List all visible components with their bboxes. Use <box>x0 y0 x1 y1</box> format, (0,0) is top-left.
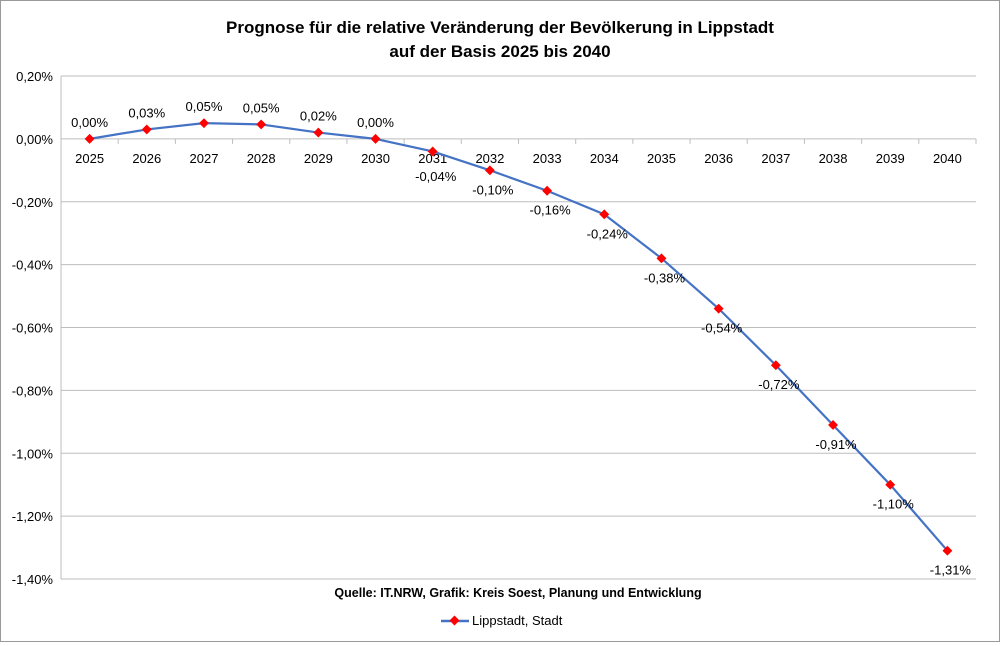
data-point <box>713 303 724 314</box>
x-tick-label: 2036 <box>704 151 733 166</box>
data-label: -1,10% <box>873 497 915 512</box>
y-tick-label: -0,80% <box>12 383 54 398</box>
data-label: -0,16% <box>529 203 571 218</box>
data-point <box>770 360 781 371</box>
data-point <box>828 420 838 430</box>
x-tick-label: 2035 <box>647 151 676 166</box>
data-point <box>84 133 95 144</box>
y-tick-label: -0,60% <box>12 321 54 336</box>
data-point <box>942 545 953 556</box>
legend-marker <box>449 615 460 626</box>
data-label: -0,91% <box>815 437 857 452</box>
data-label: -0,54% <box>701 321 743 336</box>
data-point <box>256 119 267 130</box>
data-label: -1,31% <box>930 563 972 578</box>
x-tick-label: 2026 <box>132 151 161 166</box>
data-point <box>542 185 553 196</box>
x-tick-label: 2040 <box>933 151 962 166</box>
x-tick-label: 2030 <box>361 151 390 166</box>
data-point <box>885 479 896 490</box>
data-point <box>370 133 381 144</box>
x-tick-label: 2029 <box>304 151 333 166</box>
y-tick-label: -1,00% <box>12 446 54 461</box>
series-line <box>89 122 949 552</box>
y-tick-label: 0,00% <box>16 132 53 147</box>
source-note: Quelle: IT.NRW, Grafik: Kreis Soest, Pla… <box>334 586 701 600</box>
data-point <box>599 209 610 220</box>
legend: Lippstadt, Stadt <box>441 613 563 628</box>
x-tick-label: 2033 <box>533 151 562 166</box>
chart-title-line1: Prognose für die relative Veränderung de… <box>226 18 774 37</box>
x-tick-label: 2028 <box>247 151 276 166</box>
data-point <box>427 146 438 157</box>
x-tick-label: 2034 <box>590 151 619 166</box>
chart-title-line2: auf der Basis 2025 bis 2040 <box>389 42 610 61</box>
data-point <box>141 124 152 135</box>
legend-label: Lippstadt, Stadt <box>472 613 563 628</box>
data-label: 0,05% <box>186 99 223 114</box>
x-tick-label: 2027 <box>190 151 219 166</box>
data-label: -0,04% <box>415 169 457 184</box>
data-label: 0,00% <box>357 115 394 130</box>
data-label: -0,10% <box>472 182 514 197</box>
data-point <box>484 165 495 176</box>
data-label: -0,24% <box>587 226 629 241</box>
y-tick-label: 0,20% <box>16 69 53 84</box>
data-label: 0,03% <box>128 105 165 120</box>
x-tick-label: 2032 <box>475 151 504 166</box>
x-tick-label: 2039 <box>876 151 905 166</box>
data-label: -0,72% <box>758 377 800 392</box>
y-tick-label: -1,20% <box>12 509 54 524</box>
data-label: 0,02% <box>300 109 337 124</box>
x-tick-label: 2025 <box>75 151 104 166</box>
data-point <box>199 118 209 129</box>
data-point <box>313 127 324 138</box>
y-tick-label: -0,20% <box>12 195 54 210</box>
data-label: 0,00% <box>71 115 108 130</box>
data-label: 0,05% <box>243 100 280 115</box>
x-tick-label: 2037 <box>761 151 790 166</box>
data-point <box>656 253 667 264</box>
y-tick-label: -1,40% <box>12 572 54 587</box>
data-label: -0,38% <box>644 270 686 285</box>
x-tick-label: 2038 <box>819 151 848 166</box>
y-tick-label: -0,40% <box>12 258 54 273</box>
